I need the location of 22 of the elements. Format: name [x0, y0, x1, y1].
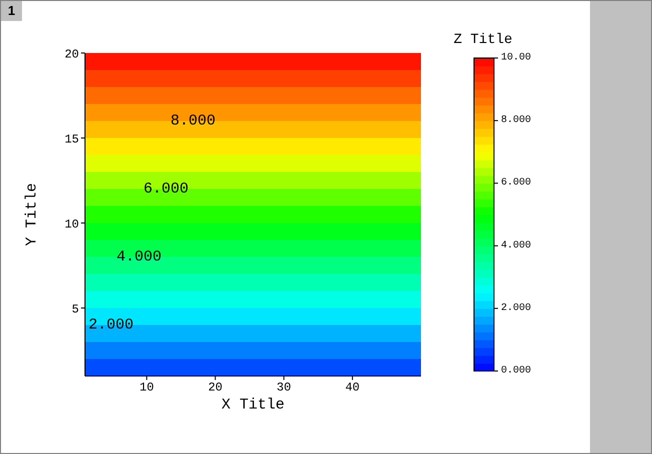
- color-bar-title: Z Title: [454, 32, 512, 48]
- y-axis-title: Y Title: [23, 182, 40, 246]
- y-tick-label: 20: [64, 47, 79, 62]
- color-bar-label: 8.000: [501, 115, 532, 126]
- annotation: 2.000: [88, 316, 134, 334]
- annotation: 8.000: [170, 112, 216, 130]
- y-tick-label: 10: [64, 217, 79, 232]
- x-tick-label: 20: [208, 380, 222, 395]
- color-bar-label: 4.000: [501, 240, 532, 252]
- y-tick-label: 5: [72, 302, 79, 316]
- x-tick-label: 40: [345, 380, 360, 395]
- x-tick-label: 30: [276, 380, 292, 395]
- annotation: 4.000: [116, 248, 162, 266]
- color-bar-label: 6.000: [501, 178, 532, 189]
- y-tick-label: 15: [64, 132, 79, 146]
- text: 1: [1, 1, 22, 21]
- color-bar-label: 0.000: [501, 366, 532, 376]
- x-tick-label: 10: [140, 380, 154, 395]
- annotation: 6.000: [143, 180, 189, 198]
- x-axis-title: X Title: [221, 396, 285, 414]
- color-bar-label: 10.00: [501, 52, 532, 64]
- color-bar-label: 2.000: [501, 302, 532, 314]
